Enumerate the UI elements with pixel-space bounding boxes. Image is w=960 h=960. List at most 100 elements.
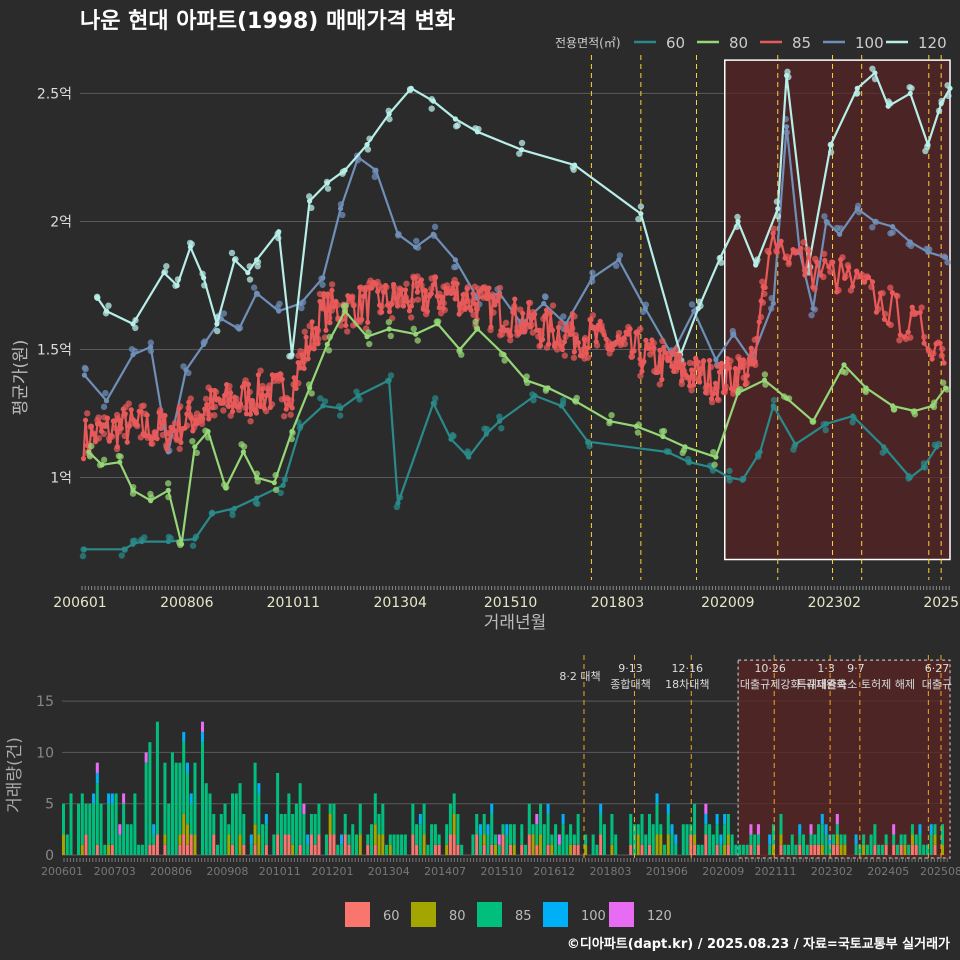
scatter-point-80: [634, 429, 642, 436]
volume-bar-80: [610, 844, 614, 855]
series-point-60: [337, 405, 344, 412]
series-point-85: [593, 339, 599, 345]
volume-bar-85: [403, 834, 407, 855]
scatter-point-85: [659, 337, 666, 345]
volume-bar-85: [490, 813, 494, 845]
series-point-85: [657, 347, 663, 353]
policy-annotation: 특례대출축소 토허제 해제: [797, 677, 915, 691]
scatter-point-85: [198, 420, 206, 428]
volume-bar-85: [595, 844, 599, 855]
scatter-point-80: [472, 318, 479, 326]
volume-bar-85: [336, 844, 340, 855]
series-point-85: [329, 287, 335, 293]
volume-bar-100: [599, 803, 603, 814]
series-point-85: [567, 331, 574, 338]
volume-bar-60: [373, 844, 377, 855]
scatter-point-85: [907, 334, 914, 341]
volume-bar-85: [385, 844, 389, 855]
price-xtick-label: 201011: [267, 595, 320, 611]
series-point-85: [857, 274, 864, 280]
volume-bar-85: [899, 834, 903, 845]
volume-xtick-label: 202508: [920, 865, 960, 878]
volume-bar-85: [561, 824, 565, 855]
volume-bar-85: [843, 834, 847, 845]
series-point-85: [587, 317, 593, 323]
series-point-120: [324, 180, 330, 186]
series-point-80: [523, 377, 529, 383]
series-point-120: [519, 147, 525, 153]
scatter-point-100: [298, 304, 305, 312]
volume-bar-85: [65, 834, 69, 855]
policy-annotation: 12·16: [672, 662, 704, 675]
volume-xtick-label: 201304: [368, 865, 410, 878]
volume-bar-85: [249, 844, 253, 855]
series-point-85: [850, 283, 856, 290]
series-point-60: [192, 536, 198, 542]
price-ytick-label: 1.5억: [37, 343, 72, 359]
volume-bar-85: [216, 844, 220, 855]
series-point-60: [298, 423, 304, 429]
series-point-85: [822, 257, 828, 263]
series-point-85: [325, 291, 331, 297]
scatter-point-85: [688, 387, 695, 394]
series-point-85: [579, 353, 585, 359]
scatter-point-60: [822, 426, 829, 434]
scatter-point-85: [896, 337, 903, 344]
volume-xtick-label: 201407: [424, 865, 466, 878]
series-point-85: [738, 364, 744, 371]
scatter-point-80: [862, 388, 870, 396]
scatter-point-85: [502, 319, 510, 327]
series-point-85: [128, 407, 134, 413]
volume-bar-85: [576, 813, 580, 845]
volume-bar-85: [272, 834, 276, 855]
volume-bar-85: [512, 824, 516, 845]
series-point-80: [254, 474, 260, 481]
series-point-85: [146, 433, 152, 439]
series-point-85: [643, 337, 649, 343]
series-point-85: [814, 259, 820, 265]
volume-bar-85: [599, 813, 603, 835]
volume-bar-85: [809, 834, 813, 845]
series-point-85: [259, 386, 265, 392]
series-point-85: [762, 284, 768, 291]
volume-bar-85: [339, 844, 343, 855]
series-point-60: [386, 377, 392, 383]
scatter-point-120: [163, 262, 170, 270]
scatter-point-85: [570, 354, 578, 361]
volume-bar-85: [152, 834, 156, 845]
series-point-85: [176, 406, 182, 412]
volume-bar-60: [328, 834, 332, 855]
series-point-85: [160, 418, 166, 425]
series-point-60: [726, 474, 732, 481]
series-point-85: [104, 415, 110, 421]
scatter-point-85: [257, 367, 264, 374]
volume-bar-85: [426, 844, 430, 855]
volume-bar-60: [317, 834, 321, 855]
volume-bar-85: [137, 844, 141, 855]
volume-bar-60: [832, 844, 836, 855]
volume-bar-85: [238, 783, 242, 835]
series-point-85: [148, 441, 154, 447]
scatter-point-80: [410, 325, 417, 333]
volume-bar-85: [69, 793, 73, 855]
series-point-85: [518, 329, 524, 335]
series-point-60: [792, 441, 799, 447]
volume-bar-100: [182, 731, 186, 743]
series-point-85: [941, 360, 947, 366]
series-point-85: [905, 329, 911, 335]
volume-bar-80: [820, 844, 824, 855]
scatter-point-85: [202, 395, 210, 403]
volume-bar-85: [167, 803, 171, 855]
series-point-85: [192, 417, 198, 423]
volume-bar-100: [918, 824, 922, 835]
volume-bar-85: [302, 813, 306, 855]
volume-bar-60: [749, 844, 753, 855]
series-point-85: [553, 340, 560, 346]
volume-ytick-label: 5: [45, 797, 54, 813]
scatter-point-85: [557, 320, 564, 327]
series-point-85: [647, 345, 653, 351]
volume-bar-60: [884, 844, 888, 855]
volume-bar-85: [133, 793, 137, 855]
series-point-60: [320, 403, 326, 409]
series-point-100: [731, 331, 737, 337]
